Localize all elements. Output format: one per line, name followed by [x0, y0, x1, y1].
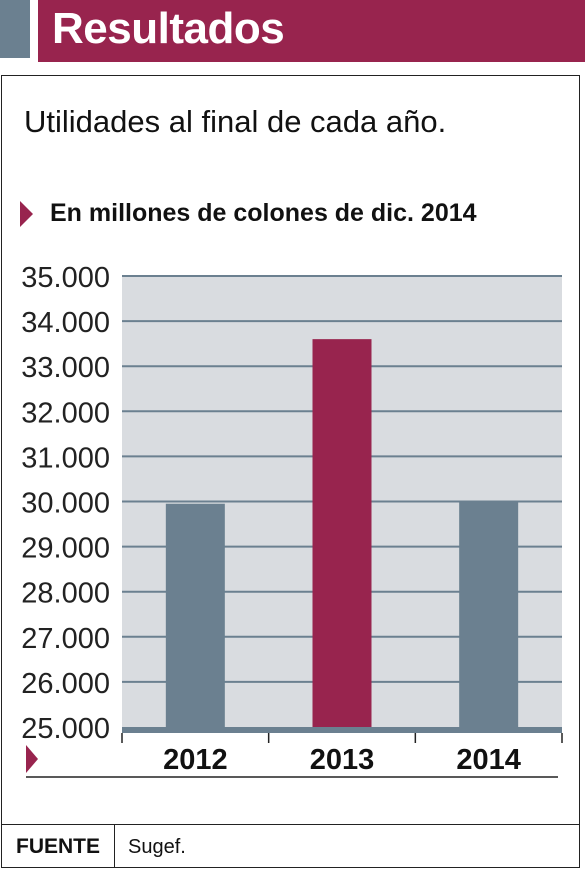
y-tick-label: 32.000 — [21, 397, 110, 429]
x-tick-label: 2013 — [310, 744, 375, 776]
y-tick-label: 35.000 — [21, 262, 110, 294]
source-label: FUENTE — [16, 835, 100, 858]
y-tick-label: 27.000 — [21, 623, 110, 655]
y-tick-label: 26.000 — [21, 668, 110, 700]
x-axis-line — [122, 727, 562, 733]
chart-subtitle: Utilidades al final de cada año. — [24, 104, 447, 139]
y-tick-label: 30.000 — [21, 488, 110, 520]
triangle-marker-icon — [20, 201, 33, 227]
triangle-marker-icon — [26, 745, 38, 773]
y-tick-label: 31.000 — [21, 442, 110, 474]
y-tick-label: 28.000 — [21, 578, 110, 610]
header-accent-block — [0, 0, 30, 58]
source-value: Sugef. — [128, 836, 186, 858]
x-tick-label: 2012 — [163, 744, 228, 776]
y-tick-label: 33.000 — [21, 352, 110, 384]
footer-separator — [114, 825, 115, 868]
chart-frame — [1, 75, 580, 868]
bar — [459, 501, 519, 727]
bar-chart: 25.000 26.000 27.000 28.000 29.000 30.000 31.0… — [21, 262, 563, 778]
bar — [165, 503, 225, 727]
x-tick-label: 2014 — [456, 744, 521, 776]
y-tick-label: 29.000 — [21, 533, 110, 565]
y-tick-label: 34.000 — [21, 307, 110, 339]
bar — [312, 339, 372, 727]
header-bar: Resultados — [38, 0, 585, 62]
unit-label: En millones de colones de dic. 2014 — [50, 199, 477, 227]
page-title: Resultados — [52, 4, 285, 53]
y-tick-label: 25.000 — [21, 713, 110, 745]
footer-divider — [1, 824, 580, 825]
